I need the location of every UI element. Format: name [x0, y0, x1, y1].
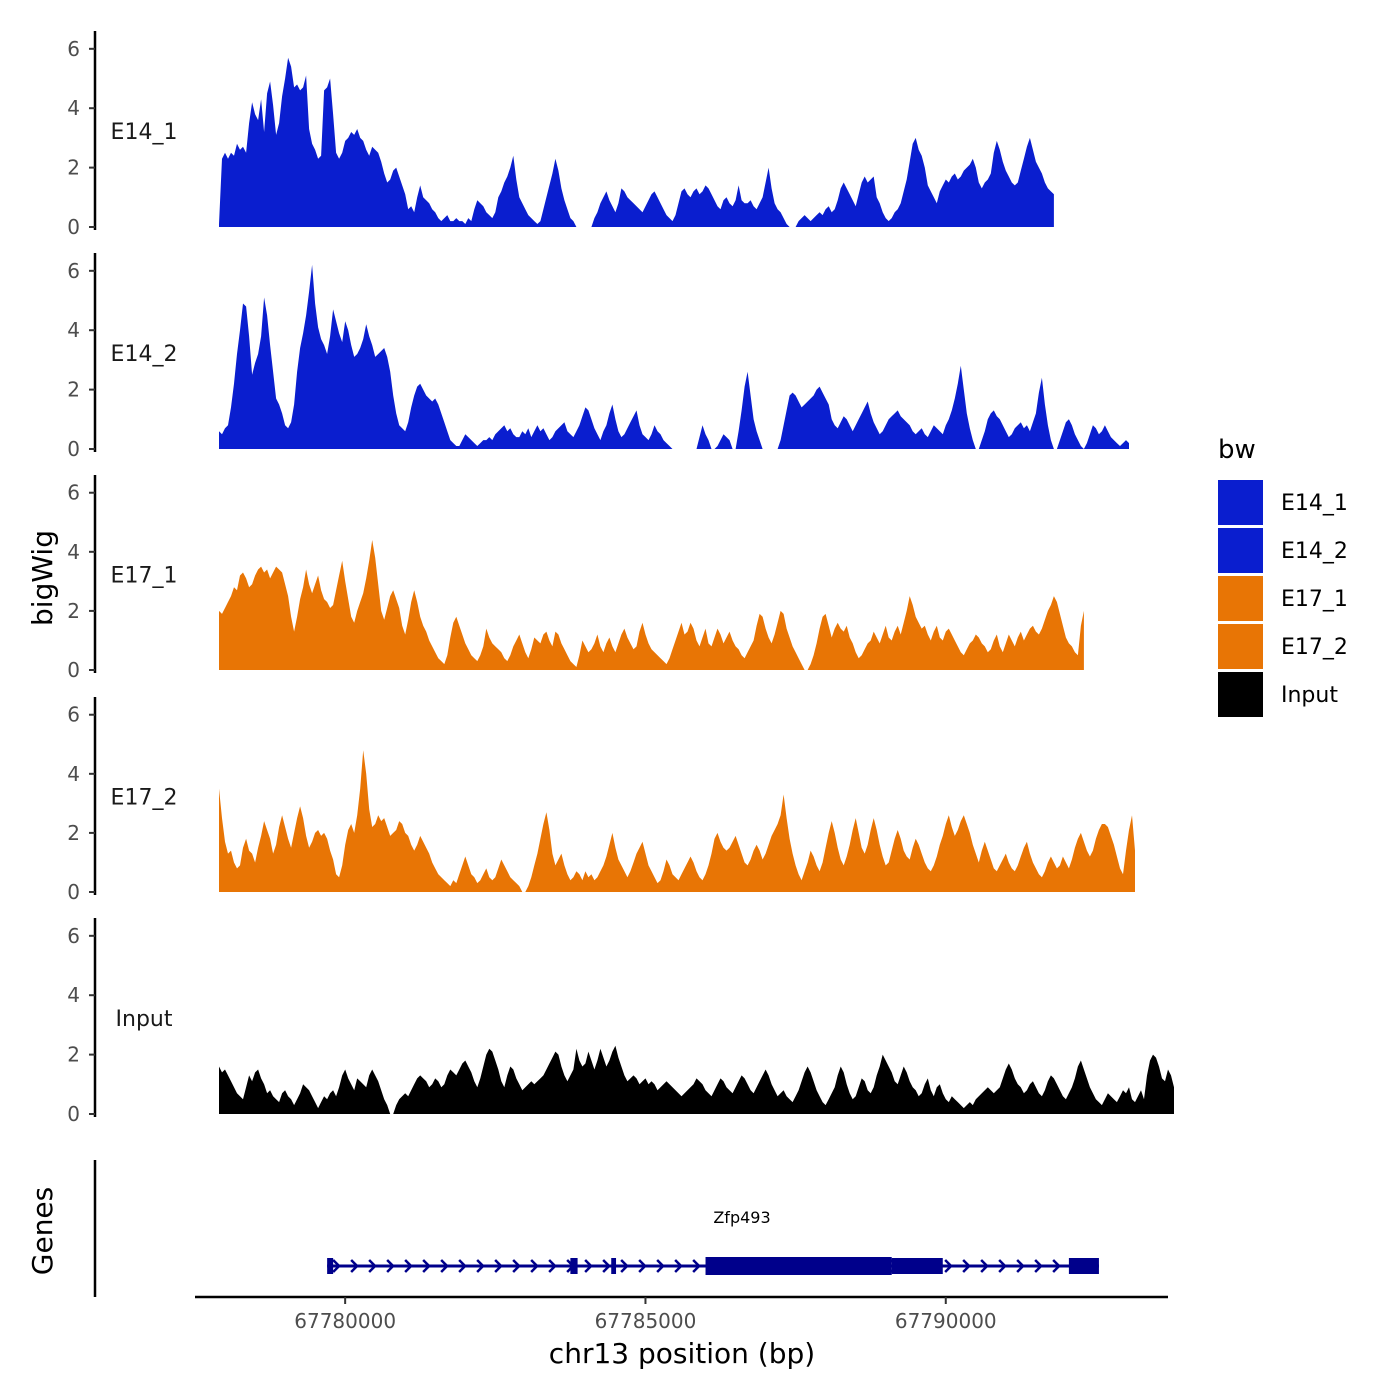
legend-item-E14_2: E14_2 — [1218, 528, 1348, 573]
legend-swatch — [1218, 480, 1263, 525]
track-E17_2: 0 2 4 6 E17_2 — [67, 697, 1135, 904]
genes-panel: Zfp493 — [93, 1160, 1099, 1297]
strand-arrow — [422, 1259, 431, 1273]
gene-exon — [1068, 1258, 1099, 1274]
y-tick-label: 2 — [67, 599, 80, 623]
legend-swatch — [1218, 624, 1263, 669]
track-E14_2: 0 2 4 6 E14_2 — [67, 253, 1129, 461]
track-Input: 0 2 4 6 Input — [67, 918, 1174, 1126]
track-label: E14_2 — [111, 342, 178, 367]
strand-arrow — [332, 1259, 341, 1273]
track-E17_1: 0 2 4 6 E17_1 — [67, 475, 1084, 682]
y-tick-label: 6 — [67, 259, 80, 283]
strand-arrow — [1052, 1259, 1061, 1273]
strand-arrow — [476, 1259, 485, 1273]
strand-arrow — [1034, 1259, 1043, 1273]
gene-Zfp493: Zfp493 — [327, 1208, 1099, 1275]
strand-arrow — [512, 1259, 521, 1273]
strand-arrow — [584, 1259, 593, 1273]
legend-item-Input: Input — [1218, 672, 1338, 717]
strand-arrow — [620, 1259, 629, 1273]
genes-axis-title: Genes — [26, 1187, 59, 1275]
strand-arrow — [350, 1259, 359, 1273]
track-label: E17_2 — [111, 786, 178, 811]
y-tick-label: 0 — [67, 215, 80, 239]
strand-arrow — [674, 1259, 683, 1273]
y-tick-label: 0 — [67, 658, 80, 682]
track-label: E17_1 — [111, 564, 178, 589]
x-axis-title: chr13 position (bp) — [549, 1337, 815, 1370]
y-tick-label: 6 — [67, 481, 80, 505]
legend-label: Input — [1281, 683, 1338, 708]
signal-area-E14_2 — [219, 264, 1129, 449]
track-label: E14_1 — [111, 120, 178, 145]
y-tick-label: 4 — [67, 983, 80, 1007]
legend-label: E17_1 — [1281, 587, 1348, 612]
x-axis: 67780000 67785000 67790000 — [195, 1295, 1168, 1333]
y-tick-label: 4 — [67, 762, 80, 786]
strand-arrow — [602, 1259, 611, 1273]
signal-area-E17_1 — [219, 540, 1084, 670]
legend-swatch — [1218, 528, 1263, 573]
y-tick-label: 6 — [67, 37, 80, 61]
legend-title: bw — [1218, 435, 1256, 465]
y-tick-label: 2 — [67, 156, 80, 180]
strand-arrow — [440, 1259, 449, 1273]
gene-exon — [327, 1258, 334, 1274]
track-label: Input — [116, 1007, 173, 1032]
y-tick-label: 4 — [67, 96, 80, 120]
signal-area-E17_2 — [219, 750, 1135, 892]
gene-exon — [570, 1258, 578, 1274]
x-tick-label: 67785000 — [595, 1309, 697, 1333]
strand-arrow — [638, 1259, 647, 1273]
track-E14_1: 0 2 4 6 E14_1 — [67, 31, 1054, 239]
gene-exon — [891, 1258, 943, 1274]
y-tick-label: 2 — [67, 821, 80, 845]
strand-arrow — [530, 1259, 539, 1273]
strand-arrow — [944, 1259, 953, 1273]
y-tick-label: 0 — [67, 1102, 80, 1126]
y-tick-label: 2 — [67, 1043, 80, 1067]
legend-item-E17_1: E17_1 — [1218, 576, 1348, 621]
gene-exon — [611, 1258, 617, 1274]
strand-arrow — [458, 1259, 467, 1273]
gene-name-label: Zfp493 — [713, 1208, 770, 1227]
strand-arrow — [368, 1259, 377, 1273]
y-tick-label: 0 — [67, 437, 80, 461]
legend: bw E14_1 E14_2 E17_1 E17_2 Input — [1218, 435, 1348, 717]
signal-area-E14_1 — [219, 57, 1054, 228]
gene-exon — [705, 1257, 892, 1275]
y-axis-title: bigWig — [26, 530, 59, 626]
strand-arrow — [980, 1259, 989, 1273]
legend-item-E17_2: E17_2 — [1218, 624, 1348, 669]
strand-arrow — [962, 1259, 971, 1273]
strand-arrow — [692, 1259, 701, 1273]
x-tick-label: 67790000 — [895, 1309, 997, 1333]
strand-arrow — [386, 1259, 395, 1273]
strand-arrow — [656, 1259, 665, 1273]
legend-swatch — [1218, 672, 1263, 717]
legend-label: E17_2 — [1281, 635, 1348, 660]
y-tick-label: 0 — [67, 880, 80, 904]
strand-arrow — [548, 1259, 557, 1273]
legend-item-E14_1: E14_1 — [1218, 480, 1348, 525]
legend-swatch — [1218, 576, 1263, 621]
y-tick-label: 6 — [67, 703, 80, 727]
strand-arrow — [404, 1259, 413, 1273]
y-tick-label: 6 — [67, 924, 80, 948]
x-tick-label: 67780000 — [294, 1309, 396, 1333]
bigwig-tracks: 0 2 4 6 E14_1 0 2 4 6 E14_2 0 2 4 6 E17_1 0 2 4 6 E17_2 0 2 4 6… — [67, 31, 1174, 1126]
y-tick-label: 4 — [67, 318, 80, 342]
legend-label: E14_1 — [1281, 491, 1348, 516]
strand-arrow — [1016, 1259, 1025, 1273]
strand-arrow — [494, 1259, 503, 1273]
y-tick-label: 2 — [67, 378, 80, 402]
signal-area-Input — [219, 1045, 1174, 1114]
y-tick-label: 4 — [67, 540, 80, 564]
strand-arrow — [998, 1259, 1007, 1273]
legend-label: E14_2 — [1281, 539, 1348, 564]
